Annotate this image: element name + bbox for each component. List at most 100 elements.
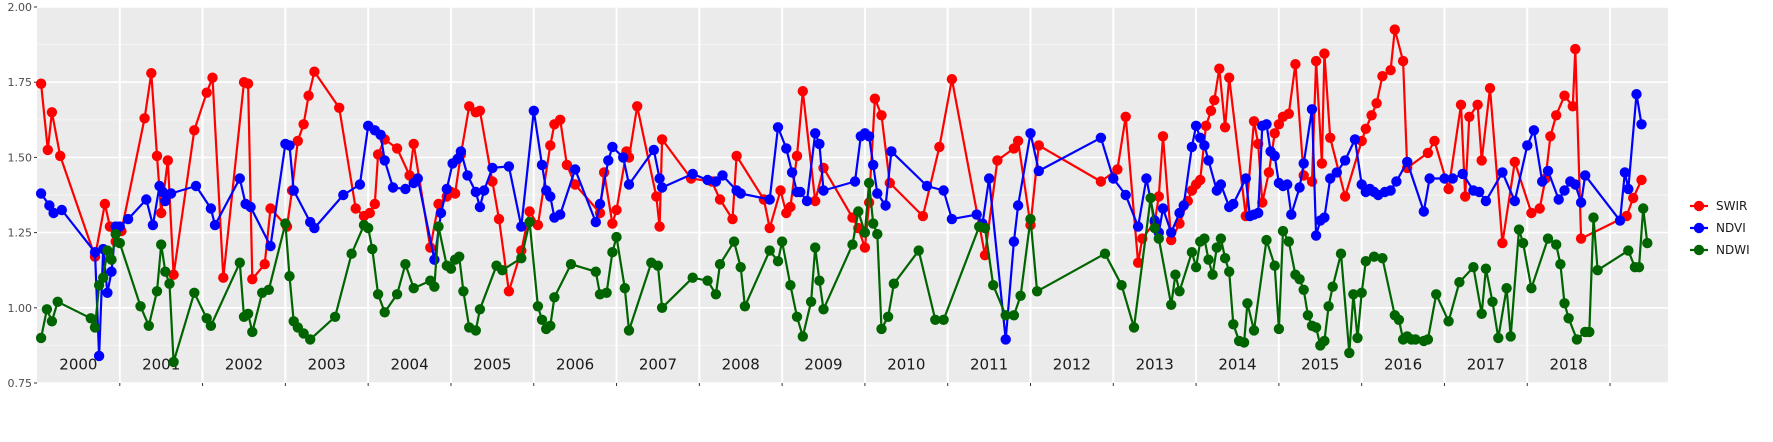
data-point [735,262,746,273]
data-point [938,185,949,196]
data-point [1253,207,1264,219]
data-point [888,278,900,289]
data-point [1464,111,1475,123]
data-point [849,176,861,187]
legend-label: SWIR [1716,199,1747,213]
data-point [1112,164,1123,175]
data-point [433,198,444,210]
data-point [727,213,738,225]
year-label: 2004 [390,355,428,373]
data-point [391,289,403,300]
data-point [1592,265,1603,276]
data-point [404,170,415,181]
data-point [1273,323,1285,335]
data-point [1025,213,1036,225]
data-point [408,283,419,294]
data-point [594,198,606,210]
data-point [1636,119,1647,130]
data-point [1240,173,1252,184]
data-point [429,254,440,265]
data-point [284,140,295,151]
data-point [205,203,217,214]
data-point [363,222,374,234]
data-point [1588,212,1599,223]
data-point [1242,298,1253,309]
year-label: 2018 [1550,355,1588,373]
data-point [1468,262,1479,273]
data-point [687,272,698,283]
data-point [1385,65,1396,76]
data-point [764,194,775,205]
data-point [791,311,803,322]
data-point [532,219,544,231]
data-point [151,150,163,162]
data-point [776,236,788,247]
data-point [801,195,813,207]
data-point [369,198,380,210]
data-point [1348,289,1359,300]
data-point [106,254,117,265]
data-point [818,185,829,196]
data-point [122,213,134,225]
data-point [263,284,274,295]
data-point [46,316,58,327]
year-label: 2008 [722,355,760,373]
data-point [1484,83,1496,94]
data-point [189,125,200,136]
data-point [1584,326,1595,338]
data-point [1551,239,1562,250]
data-point [435,207,447,219]
data-point [445,263,457,274]
data-point [1166,299,1177,310]
year-label: 2016 [1384,355,1422,373]
data-point [35,78,47,89]
data-point [1310,322,1322,333]
data-point [992,155,1003,166]
data-point [464,101,475,112]
data-point [654,221,665,232]
data-point [524,216,535,228]
data-point [48,207,59,219]
data-point [1157,131,1169,142]
data-point [375,129,386,140]
data-point [1555,259,1566,270]
data-point [52,296,63,307]
data-point [1219,122,1231,133]
y-tick-label: 1.50 [8,151,33,164]
legend-label: NDVI [1716,221,1746,235]
data-point [979,222,991,234]
data-point [1261,119,1272,130]
data-point [946,74,958,85]
data-point [930,314,941,325]
data-point [1457,168,1468,180]
data-point [1487,296,1498,307]
data-point [379,307,390,318]
year-label: 2013 [1136,355,1174,373]
data-point [1366,110,1377,121]
data-point [139,113,150,124]
data-point [470,325,481,336]
data-point [607,247,618,258]
data-point [1447,173,1458,184]
data-point [1199,233,1210,244]
series-ndwi [35,177,1653,368]
data-point [1335,248,1347,259]
data-point [1015,290,1026,301]
data-point [1410,334,1421,345]
data-point [400,259,411,270]
data-point [449,188,461,199]
data-point [886,146,897,157]
data-point [882,311,894,322]
data-point [433,221,444,232]
data-point [656,134,668,145]
data-point [524,206,535,217]
data-point [265,203,276,214]
data-point [872,228,883,240]
data-point [1306,104,1318,115]
data-point [487,162,498,174]
data-point [245,201,256,213]
data-point [1371,98,1382,109]
data-point [536,159,548,171]
data-point [1567,101,1579,112]
data-point [785,201,796,213]
